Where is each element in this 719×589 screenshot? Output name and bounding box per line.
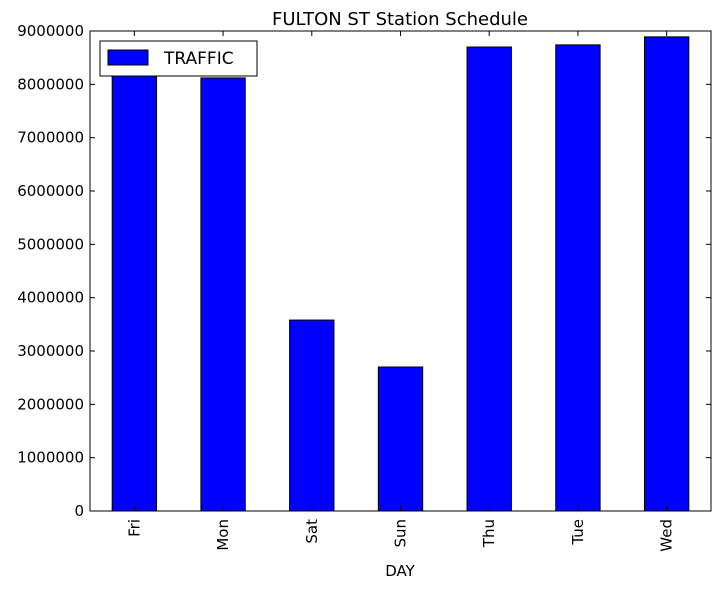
y-tick-label: 8000000	[17, 75, 84, 93]
x-axis: Fri Mon Sat Sun Thu Tue Wed	[125, 31, 676, 552]
legend-label: TRAFFIC	[163, 49, 234, 69]
x-tick-label: Thu	[480, 519, 498, 548]
x-tick-label: Sat	[303, 519, 321, 544]
bar-thu	[466, 46, 512, 512]
y-axis: 0 1000000 2000000 3000000 4000000 5000000 6000…	[17, 22, 711, 520]
y-tick-label: 9000000	[17, 22, 84, 40]
bar-sat	[289, 319, 335, 512]
y-tick-label: 5000000	[17, 235, 84, 253]
x-tick-label: Sun	[392, 519, 410, 548]
bars-group	[111, 36, 690, 512]
bar-sun	[377, 366, 424, 512]
y-tick-label: 1000000	[17, 449, 84, 467]
bar-mon	[200, 77, 246, 512]
bar-fri	[111, 73, 158, 512]
y-tick-label: 7000000	[17, 129, 84, 147]
y-tick-label: 6000000	[17, 182, 84, 200]
x-axis-label: DAY	[385, 562, 415, 580]
x-tick-label: Tue	[569, 519, 587, 546]
bar-tue	[555, 44, 601, 512]
x-tick-label: Wed	[658, 519, 676, 552]
bar-wed	[643, 36, 690, 512]
x-tick-label: Fri	[125, 519, 143, 537]
legend-swatch	[107, 49, 149, 66]
y-tick-label: 2000000	[17, 395, 84, 413]
chart-title: FULTON ST Station Schedule	[272, 9, 528, 30]
y-tick-label: 0	[74, 502, 84, 520]
y-tick-label: 4000000	[17, 289, 84, 307]
y-tick-label: 3000000	[17, 342, 84, 360]
x-tick-label: Mon	[214, 519, 232, 551]
legend: TRAFFIC	[99, 40, 258, 77]
